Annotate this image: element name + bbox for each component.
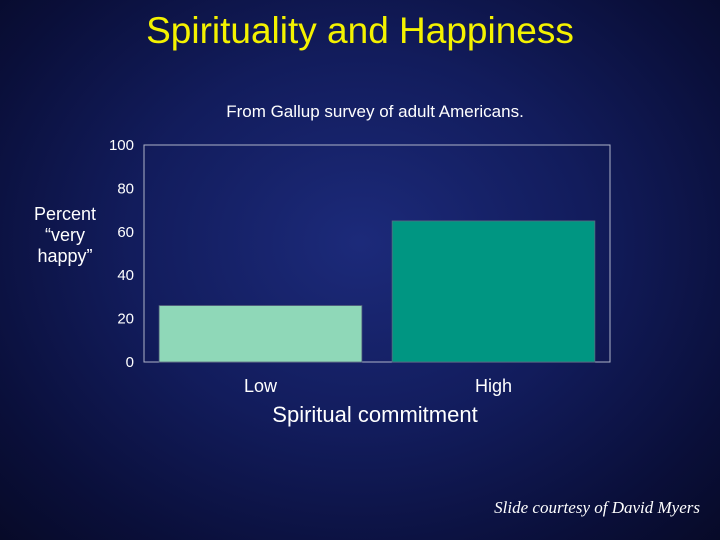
x-tick-labels: Low High [244,376,512,396]
bar-high [391,220,596,363]
y-tick-label: 100 [109,137,134,154]
y-tick-label: 20 [117,311,134,328]
bar-low [158,305,363,363]
y-tick-label: 80 [117,180,134,197]
y-tick-label: 0 [126,354,134,371]
chart-subtitle: From Gallup survey of adult Americans. [226,102,524,121]
slide-credit: Slide courtesy of David Myers [494,498,700,517]
x-tick-label: Low [244,376,278,396]
chart-title: Spirituality and Happiness [146,10,574,51]
y-tick-label: 60 [117,224,134,241]
x-axis-label: Spiritual commitment [272,402,478,427]
bars [158,220,596,363]
y-tick-label: 40 [117,267,134,284]
x-tick-label: High [475,376,512,396]
y-tick-labels: 0 20 40 60 80 100 [109,137,134,371]
plot-area-border [143,144,611,363]
y-axis-label: Percent “very happy” [33,204,97,266]
